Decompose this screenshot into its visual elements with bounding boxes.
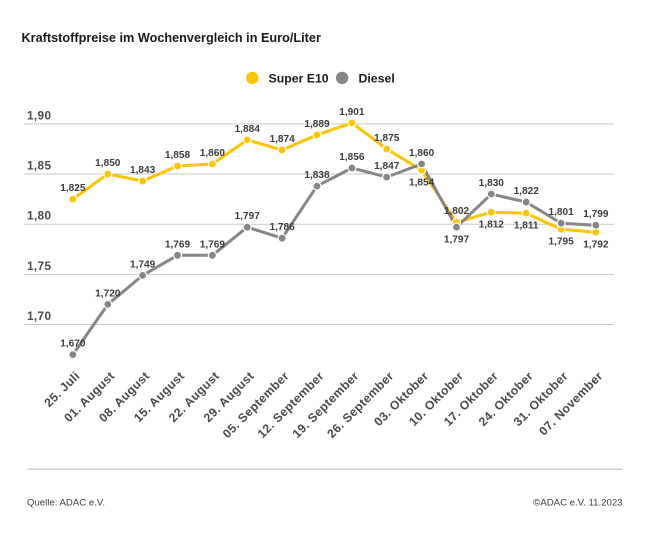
svg-text:1,786: 1,786 xyxy=(269,222,295,233)
svg-text:1,749: 1,749 xyxy=(130,259,156,270)
svg-text:1,860: 1,860 xyxy=(409,148,435,159)
svg-text:1,822: 1,822 xyxy=(514,186,540,197)
svg-text:1,90: 1,90 xyxy=(27,108,51,122)
svg-text:©ADAC e.V. 11.2023: ©ADAC e.V. 11.2023 xyxy=(533,498,622,509)
svg-text:1,795: 1,795 xyxy=(548,237,574,248)
svg-text:1,80: 1,80 xyxy=(27,209,51,223)
svg-text:1,769: 1,769 xyxy=(165,239,191,250)
svg-text:1,847: 1,847 xyxy=(374,161,400,172)
svg-text:1,856: 1,856 xyxy=(339,152,365,163)
svg-text:1,854: 1,854 xyxy=(409,178,435,189)
svg-text:1,720: 1,720 xyxy=(95,288,121,299)
svg-text:1,802: 1,802 xyxy=(444,206,470,217)
svg-text:1,801: 1,801 xyxy=(548,207,574,218)
svg-text:1,70: 1,70 xyxy=(27,309,51,323)
svg-text:1,860: 1,860 xyxy=(200,148,226,159)
svg-text:1,874: 1,874 xyxy=(269,134,295,145)
svg-text:1,843: 1,843 xyxy=(130,165,156,176)
svg-text:1,792: 1,792 xyxy=(583,240,609,251)
svg-text:1,825: 1,825 xyxy=(60,183,86,194)
svg-text:1,884: 1,884 xyxy=(235,124,261,135)
svg-text:07. November: 07. November xyxy=(536,369,605,438)
svg-text:1,811: 1,811 xyxy=(514,221,539,232)
svg-text:1,858: 1,858 xyxy=(165,150,191,161)
svg-text:1,797: 1,797 xyxy=(444,235,470,246)
svg-text:1,901: 1,901 xyxy=(339,107,365,118)
svg-text:Kraftstoffpreise im Wochenverg: Kraftstoffpreise im Wochenvergleich in E… xyxy=(22,31,321,45)
svg-text:1,830: 1,830 xyxy=(479,178,505,189)
svg-text:1,838: 1,838 xyxy=(304,170,330,181)
svg-text:1,850: 1,850 xyxy=(95,158,121,169)
svg-text:Diesel: Diesel xyxy=(359,71,395,85)
svg-text:1,75: 1,75 xyxy=(27,259,51,273)
svg-text:1,769: 1,769 xyxy=(200,239,226,250)
svg-text:1,889: 1,889 xyxy=(304,119,330,130)
svg-text:Quelle: ADAC e.V.: Quelle: ADAC e.V. xyxy=(27,498,105,509)
svg-text:1,799: 1,799 xyxy=(583,209,609,220)
svg-text:1,85: 1,85 xyxy=(27,159,51,173)
svg-text:1,797: 1,797 xyxy=(235,211,261,222)
svg-text:Super E10: Super E10 xyxy=(269,71,329,85)
svg-text:1,875: 1,875 xyxy=(374,133,400,144)
svg-text:1,812: 1,812 xyxy=(479,220,505,231)
svg-text:1,670: 1,670 xyxy=(60,339,86,350)
